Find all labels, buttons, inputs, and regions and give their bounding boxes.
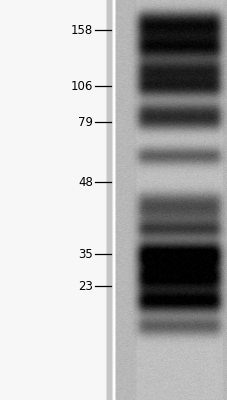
- Text: 23: 23: [78, 280, 93, 292]
- Text: 158: 158: [71, 24, 93, 36]
- Text: 48: 48: [78, 176, 93, 188]
- Text: 35: 35: [78, 248, 93, 260]
- Text: 106: 106: [70, 80, 93, 92]
- Text: 79: 79: [78, 116, 93, 128]
